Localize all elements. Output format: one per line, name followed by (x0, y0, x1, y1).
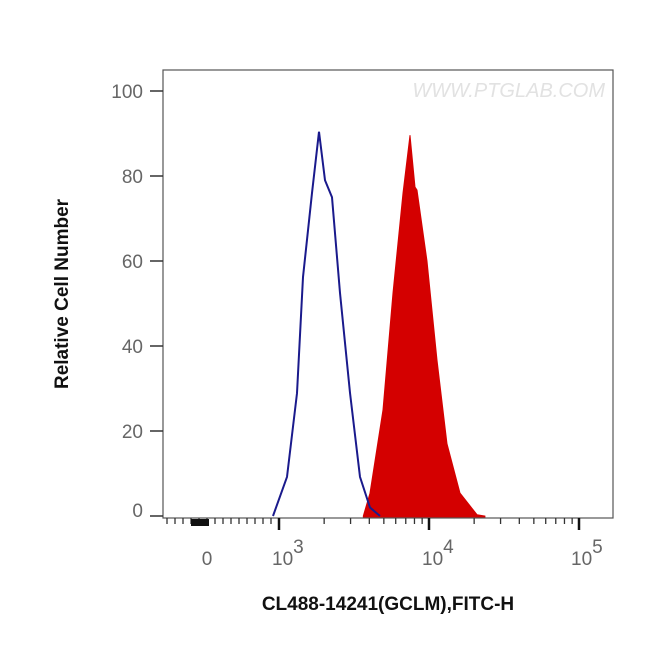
zero-tick-cluster (191, 519, 209, 526)
control-histogram-line (272, 131, 381, 517)
x-axis-label: CL488-14241(GCLM),FITC-H (262, 594, 514, 615)
x-tick-label: 105 (571, 537, 603, 570)
x-tick-label: 0 (202, 549, 213, 570)
sample-histogram-fill (362, 135, 486, 518)
y-tick-label: 80 (122, 167, 143, 188)
x-tick-label: 104 (422, 537, 454, 570)
y-tick-label: 0 (132, 501, 143, 522)
y-axis-label: Relative Cell Number (52, 198, 73, 389)
y-tick-label: 20 (122, 422, 143, 443)
watermark: WWW.PTGLAB.COM (412, 80, 605, 102)
y-tick-label: 60 (122, 252, 143, 273)
y-tick-label: 40 (122, 337, 143, 358)
plot-frame (162, 69, 614, 519)
y-tick-label: 100 (111, 82, 143, 103)
x-tick-label: 103 (272, 537, 304, 570)
